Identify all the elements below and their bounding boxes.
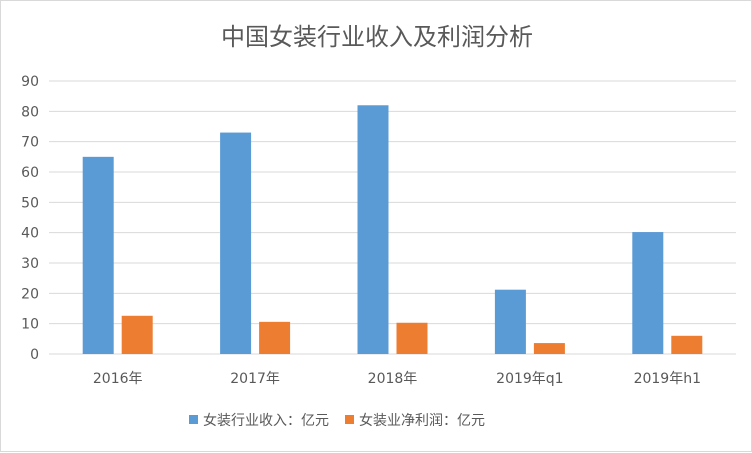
y-tick-label: 10	[21, 317, 39, 333]
x-tick-label: 2017年	[230, 371, 280, 387]
y-tick-label: 30	[21, 256, 39, 272]
bar-profit	[396, 322, 428, 354]
bar-revenue	[357, 105, 389, 355]
bar-revenue	[494, 289, 526, 354]
bar-revenue	[632, 232, 664, 354]
x-tick-label: 2019年q1	[496, 371, 563, 387]
y-tick-label: 20	[21, 286, 39, 302]
chart-title: 中国女装行业收入及利润分析	[221, 23, 533, 51]
y-tick-label: 60	[21, 165, 39, 181]
legend-label: 女装行业收入：亿元	[203, 412, 329, 429]
bar-profit	[671, 335, 703, 354]
bar-profit	[121, 315, 153, 354]
y-tick-label: 90	[21, 74, 39, 90]
legend-swatch	[189, 415, 198, 424]
y-tick-label: 70	[21, 135, 39, 151]
legend-swatch	[345, 415, 354, 424]
x-tick-label: 2019年h1	[634, 371, 701, 387]
x-tick-label: 2016年	[93, 371, 143, 387]
bar-revenue	[82, 156, 114, 354]
y-tick-label: 40	[21, 226, 39, 242]
bar-revenue	[220, 132, 252, 354]
bar-profit	[533, 343, 565, 354]
x-tick-label: 2018年	[368, 371, 418, 387]
y-tick-label: 0	[30, 347, 39, 363]
bar-profit	[259, 321, 291, 354]
legend-label: 女装业净利润：亿元	[359, 412, 485, 429]
y-tick-label: 80	[21, 104, 39, 120]
y-tick-label: 50	[21, 195, 39, 211]
